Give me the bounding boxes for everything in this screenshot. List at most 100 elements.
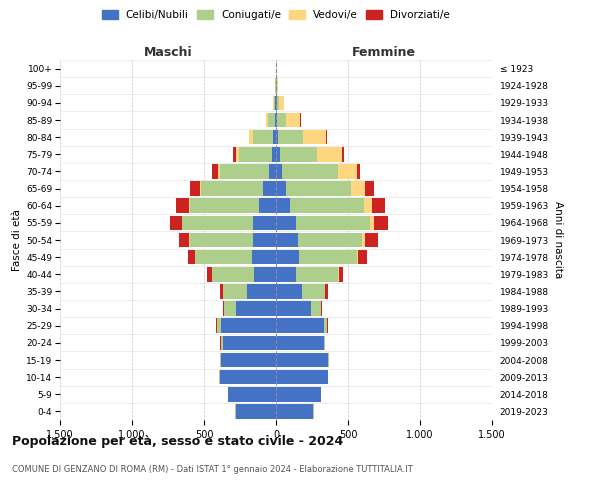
Bar	[365, 182, 374, 196]
Bar	[236, 302, 276, 316]
Bar	[170, 216, 182, 230]
Bar	[276, 112, 277, 128]
Bar	[251, 250, 276, 264]
Bar	[338, 267, 343, 281]
Bar	[356, 164, 359, 178]
Text: Maschi: Maschi	[143, 46, 193, 59]
Bar	[223, 336, 276, 350]
Bar	[253, 216, 276, 230]
Bar	[280, 147, 317, 162]
Bar	[223, 284, 247, 298]
Bar	[275, 112, 276, 128]
Bar	[259, 198, 276, 213]
Bar	[325, 284, 328, 298]
Bar	[276, 250, 299, 264]
Bar	[200, 182, 201, 196]
Bar	[370, 216, 374, 230]
Bar	[276, 336, 323, 350]
Bar	[266, 112, 268, 128]
Bar	[220, 352, 221, 368]
Bar	[190, 232, 253, 248]
Bar	[276, 216, 296, 230]
Bar	[221, 336, 223, 350]
Bar	[373, 198, 385, 213]
Bar	[188, 250, 195, 264]
Bar	[190, 182, 200, 196]
Bar	[273, 96, 274, 110]
Bar	[274, 96, 275, 110]
Bar	[276, 232, 298, 248]
Bar	[276, 352, 328, 368]
Bar	[196, 250, 251, 264]
Bar	[279, 96, 284, 110]
Bar	[229, 387, 276, 402]
Bar	[323, 318, 327, 333]
Bar	[296, 216, 370, 230]
Bar	[201, 182, 263, 196]
Bar	[269, 164, 276, 178]
Bar	[286, 112, 300, 128]
Bar	[220, 370, 276, 384]
Y-axis label: Fasce di età: Fasce di età	[12, 209, 22, 271]
Bar	[365, 232, 378, 248]
Bar	[276, 284, 302, 298]
Bar	[362, 232, 365, 248]
Bar	[290, 198, 364, 213]
Bar	[273, 130, 276, 144]
Bar	[276, 164, 282, 178]
Bar	[189, 198, 190, 213]
Bar	[374, 216, 388, 230]
Bar	[317, 147, 341, 162]
Bar	[276, 387, 320, 402]
Bar	[311, 302, 320, 316]
Bar	[276, 370, 328, 384]
Bar	[236, 147, 239, 162]
Bar	[286, 182, 351, 196]
Bar	[323, 336, 325, 350]
Bar	[276, 96, 277, 110]
Legend: Celibi/Nubili, Coniugati/e, Vedovi/e, Divorziati/e: Celibi/Nubili, Coniugati/e, Vedovi/e, Di…	[100, 8, 452, 22]
Bar	[263, 182, 276, 196]
Bar	[250, 130, 253, 144]
Bar	[277, 96, 279, 110]
Bar	[277, 78, 278, 93]
Bar	[341, 147, 344, 162]
Bar	[276, 318, 323, 333]
Bar	[212, 267, 254, 281]
Bar	[219, 370, 220, 384]
Bar	[338, 164, 356, 178]
Bar	[296, 267, 338, 281]
Bar	[358, 250, 367, 264]
Bar	[276, 130, 278, 144]
Bar	[253, 130, 273, 144]
Bar	[239, 147, 272, 162]
Bar	[236, 404, 276, 418]
Bar	[276, 267, 296, 281]
Bar	[299, 250, 356, 264]
Text: Femmine: Femmine	[352, 46, 416, 59]
Bar	[221, 318, 276, 333]
Bar	[233, 147, 236, 162]
Bar	[282, 164, 338, 178]
Bar	[248, 130, 250, 144]
Text: COMUNE DI GENZANO DI ROMA (RM) - Dati ISTAT 1° gennaio 2024 - Elaborazione TUTTI: COMUNE DI GENZANO DI ROMA (RM) - Dati IS…	[12, 465, 413, 474]
Bar	[218, 164, 220, 178]
Bar	[276, 198, 290, 213]
Bar	[182, 216, 253, 230]
Bar	[302, 284, 325, 298]
Bar	[326, 130, 327, 144]
Bar	[275, 96, 276, 110]
Bar	[328, 352, 329, 368]
Bar	[216, 318, 217, 333]
Bar	[272, 147, 276, 162]
Bar	[298, 232, 362, 248]
Bar	[327, 318, 328, 333]
Bar	[208, 267, 212, 281]
Bar	[247, 284, 276, 298]
Bar	[220, 164, 269, 178]
Bar	[276, 147, 280, 162]
Bar	[224, 302, 236, 316]
Bar	[253, 232, 276, 248]
Bar	[254, 267, 276, 281]
Bar	[176, 198, 189, 213]
